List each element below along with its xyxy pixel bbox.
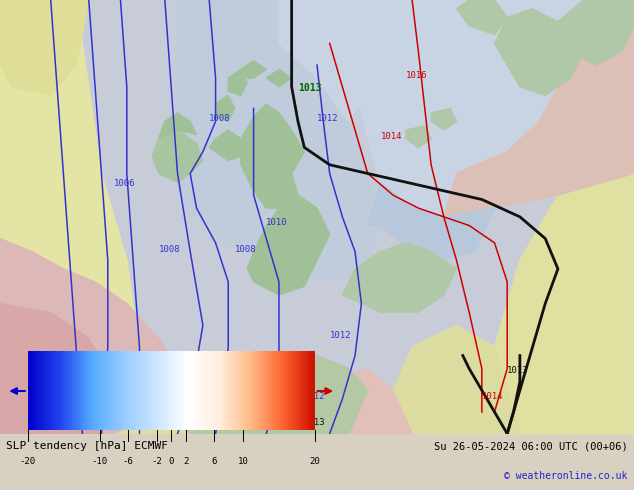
Text: 6: 6 (212, 457, 217, 466)
Polygon shape (0, 0, 634, 434)
Polygon shape (406, 126, 431, 147)
Text: 20: 20 (309, 457, 320, 466)
Polygon shape (247, 195, 330, 295)
Text: -20: -20 (20, 457, 36, 466)
Text: -10: -10 (91, 457, 108, 466)
Polygon shape (0, 0, 89, 96)
Text: -6: -6 (123, 457, 134, 466)
Text: SLP tendency [hPa] ECMWF: SLP tendency [hPa] ECMWF (6, 441, 169, 451)
Text: 1014: 1014 (482, 392, 503, 401)
Text: 1014: 1014 (380, 132, 402, 141)
Polygon shape (495, 173, 634, 434)
Text: 1008: 1008 (158, 245, 180, 253)
Text: -2: -2 (152, 457, 162, 466)
Text: 1013: 1013 (298, 83, 321, 93)
Polygon shape (456, 0, 507, 35)
Polygon shape (209, 130, 241, 160)
Text: 1016: 1016 (406, 71, 427, 80)
Polygon shape (349, 0, 634, 217)
Polygon shape (0, 304, 114, 434)
Text: 1013: 1013 (507, 366, 529, 375)
Polygon shape (431, 108, 456, 130)
Text: 1012: 1012 (330, 331, 351, 340)
Polygon shape (158, 113, 197, 139)
Polygon shape (178, 0, 279, 44)
Polygon shape (0, 0, 139, 434)
Polygon shape (241, 104, 304, 208)
Polygon shape (241, 356, 368, 434)
Polygon shape (178, 399, 241, 434)
Text: 1010: 1010 (266, 219, 288, 227)
Polygon shape (0, 347, 190, 434)
Polygon shape (241, 61, 266, 78)
Polygon shape (342, 243, 456, 312)
Polygon shape (393, 325, 520, 434)
Text: 10: 10 (238, 457, 249, 466)
Text: 1013: 1013 (304, 418, 326, 427)
Text: 1012: 1012 (317, 115, 339, 123)
Polygon shape (495, 9, 583, 96)
Text: 1012: 1012 (304, 392, 326, 401)
Polygon shape (178, 0, 380, 282)
Polygon shape (558, 0, 634, 65)
Text: 0: 0 (169, 457, 174, 466)
Polygon shape (152, 130, 203, 182)
Text: Su 26-05-2024 06:00 UTC (00+06): Su 26-05-2024 06:00 UTC (00+06) (434, 441, 628, 451)
Polygon shape (368, 182, 495, 260)
Text: 1006: 1006 (114, 179, 136, 189)
Text: 1008: 1008 (209, 115, 231, 123)
Polygon shape (279, 0, 393, 122)
Polygon shape (228, 70, 247, 96)
Polygon shape (444, 0, 634, 217)
Text: 2: 2 (183, 457, 188, 466)
Text: 1008: 1008 (235, 245, 256, 253)
Polygon shape (266, 70, 292, 87)
Text: © weatheronline.co.uk: © weatheronline.co.uk (504, 471, 628, 481)
Polygon shape (216, 96, 235, 122)
Polygon shape (254, 368, 412, 434)
Polygon shape (0, 239, 178, 434)
